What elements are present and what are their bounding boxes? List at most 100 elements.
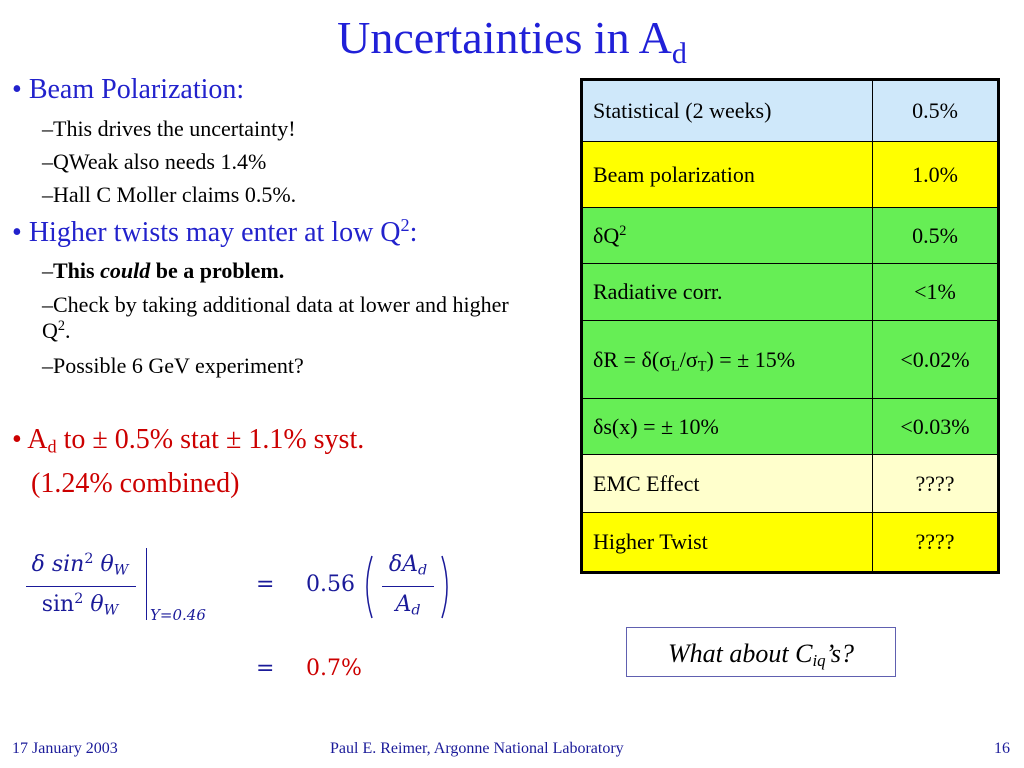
row-label: δs(x) = ± 10% (581, 398, 873, 455)
slide-title: Uncertainties in Ad (0, 8, 1024, 70)
label-text: δQ (593, 222, 620, 248)
sub-bullet: –This drives the uncertainty! (42, 116, 296, 141)
sub-bullet: –Possible 6 GeV experiment? (42, 353, 304, 378)
row-value: 0.5% (872, 79, 999, 142)
bullet-ad: • Ad to ± 0.5% stat ± 1.1% syst. (12, 424, 364, 456)
bullet-label-tail: : (409, 217, 418, 248)
sub-bullet: –QWeak also needs 1.4% (42, 149, 267, 174)
ad-a: A (27, 424, 48, 455)
label-text: EMC Effect (593, 470, 700, 496)
parentheses (366, 555, 448, 619)
problem-pre: This (53, 258, 101, 283)
frac2-num-sub: d (417, 562, 428, 579)
row-label: EMC Effect (581, 454, 873, 513)
frac2-numerator: δAd (380, 552, 436, 579)
label-text: Radiative corr. (593, 279, 723, 304)
row-value: ???? (872, 454, 999, 513)
label-part: /σ (679, 346, 698, 372)
table-row: δs(x) = ± 10% <0.03% (581, 398, 999, 455)
footer-author: Paul E. Reimer, Argonne National Laborat… (330, 740, 624, 757)
row-value: 0.5% (872, 207, 999, 264)
row-label: Statistical (2 weeks) (581, 79, 873, 142)
label-text: Statistical (2 weeks) (593, 98, 772, 123)
coefficient: 0.56 (306, 572, 355, 597)
uncertainty-table: Statistical (2 weeks) 0.5% Beam polarizati… (580, 78, 1000, 574)
den-theta: θ (90, 592, 104, 617)
superscript: 2 (619, 222, 627, 239)
label-text: Beam polarization (593, 161, 755, 187)
frac2-den-sub: d (411, 602, 421, 619)
row-label: Beam polarization (581, 141, 873, 208)
formula-numerator: δ sin2 θW (24, 551, 136, 579)
callout-post: ’s? (825, 639, 855, 668)
bullet-dot: • (12, 74, 22, 105)
callout-pre: What about C (667, 639, 813, 668)
num-sup: 2 (84, 551, 94, 568)
row-label: δQ2 (581, 207, 873, 264)
slide-title-main: Uncertainties in A (337, 12, 672, 63)
frac2-denominator: Ad (380, 592, 436, 619)
row-label: δR = δ(σL/σT) = ± 15% (581, 320, 873, 399)
num-text: δ sin (31, 552, 85, 577)
dash: – (42, 258, 53, 283)
bullet-label: Higher twists may enter at low Q (28, 217, 401, 248)
table-row: Higher Twist???? (581, 512, 999, 573)
table-row: δR = δ(σL/σT) = ± 15% <0.02% (581, 320, 999, 399)
evaluation-point: Y=0.46 (150, 606, 206, 624)
row-label: Higher Twist (581, 512, 873, 573)
label-part: δR = δ(σ (593, 346, 671, 372)
slide-title-sub: d (671, 37, 687, 70)
check-text: –Check by taking additional data at lowe… (42, 292, 509, 343)
den-text: sin (41, 592, 75, 617)
bullet-dot: • (12, 217, 22, 248)
problem-italic: could (100, 258, 151, 283)
fraction-bar (26, 586, 136, 587)
equals-sign: = (256, 572, 275, 597)
callout-sub: iq (812, 651, 826, 671)
den-sup: 2 (74, 591, 84, 608)
frac2-num: δA (388, 552, 418, 577)
label-part: ) = ± 15% (706, 346, 796, 372)
label-text: Higher Twist (593, 529, 708, 554)
table-row: Statistical (2 weeks) 0.5% (581, 79, 999, 142)
sub-bullet-check: –Check by taking additional data at lowe… (42, 292, 532, 344)
problem-post: be a problem. (150, 258, 285, 283)
fraction-bar (382, 586, 434, 587)
row-value: <0.02% (872, 320, 999, 399)
row-value: 1.0% (872, 141, 999, 208)
equals-sign: = (256, 656, 275, 681)
table-row: δQ2 0.5% (581, 207, 999, 264)
bullet-label: Beam Polarization: (28, 74, 245, 105)
den-sub: W (103, 602, 119, 619)
formula-result: 0.7% (306, 656, 362, 681)
sub-bullet: –Hall C Moller claims 0.5%. (42, 182, 297, 207)
formula: δ sin2 θW sin2 θW Y=0.46 = 0.56 δAd Ad =… (24, 548, 474, 698)
table-row: EMC Effect???? (581, 454, 999, 513)
row-value: <0.03% (872, 398, 999, 455)
sub-bullet-problem: –This could be a problem. (42, 258, 284, 284)
label-part: L (671, 358, 680, 375)
formula-denominator: sin2 θW (24, 591, 136, 619)
footer-date: 17 January 2003 (12, 740, 118, 757)
row-value: ???? (872, 512, 999, 573)
superscript: 2 (400, 215, 410, 235)
bullet-dot: • (12, 424, 22, 455)
ad-line2: (1.24% combined) (31, 468, 240, 499)
ciq-callout: What about Ciq’s? (626, 627, 896, 677)
evaluation-bar (146, 548, 147, 620)
footer-page-number: 16 (994, 740, 1010, 757)
frac2-den: A (395, 592, 412, 617)
bullet-higher-twists: • Higher twists may enter at low Q2: (12, 215, 418, 249)
row-value: <1% (872, 263, 999, 321)
row-label: Radiative corr. (581, 263, 873, 321)
ad-line1: to ± 0.5% stat ± 1.1% syst. (56, 424, 365, 455)
num-sub: W (113, 562, 129, 579)
table-row: Beam polarization 1.0% (581, 141, 999, 208)
table-row: Radiative corr. <1% (581, 263, 999, 321)
label-text: δs(x) = ± 10% (593, 413, 719, 439)
check-tail: . (65, 318, 71, 343)
label-part: T (697, 358, 707, 375)
ad-sub: d (47, 436, 57, 457)
num-theta: θ (100, 552, 114, 577)
superscript: 2 (57, 318, 66, 335)
